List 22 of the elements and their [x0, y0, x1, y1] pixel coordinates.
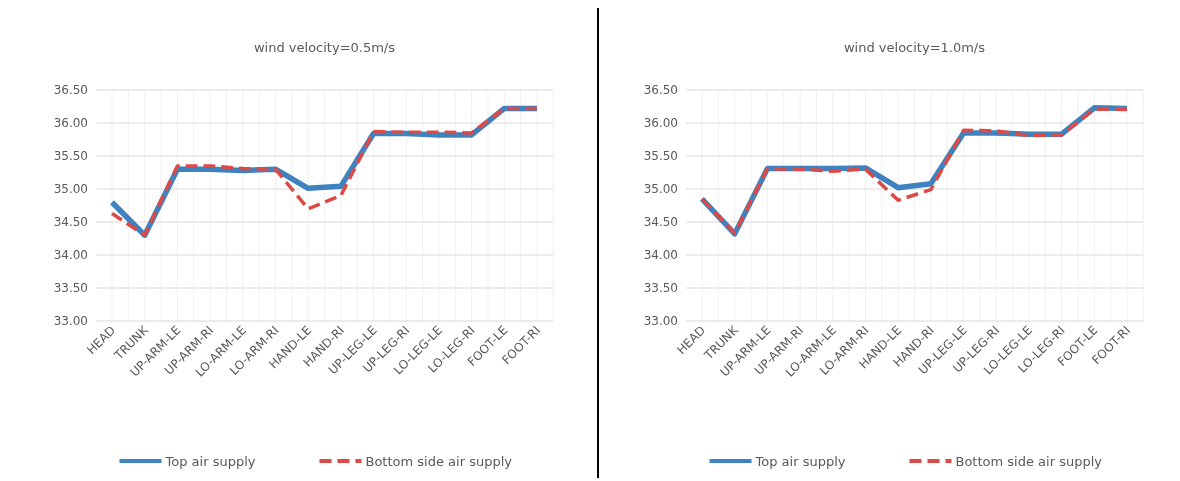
legend-label: Bottom side air supply [365, 453, 513, 469]
y-tick-label: 34.50 [53, 215, 88, 230]
y-tick-label: 36.00 [53, 116, 88, 131]
y-tick-label: 35.50 [53, 149, 88, 164]
legend-label: Bottom side air supply [955, 453, 1103, 469]
y-tick-label: 34.00 [643, 248, 678, 263]
y-tick-label: 34.50 [643, 215, 678, 230]
y-tick-label: 36.00 [643, 116, 678, 131]
chart-title: wind velocity=1.0m/s [843, 40, 986, 55]
y-tick-label: 34.00 [53, 248, 88, 263]
y-tick-label: 36.50 [53, 83, 88, 98]
y-tick-label: 33.00 [643, 314, 678, 329]
y-tick-label: 33.50 [643, 281, 678, 296]
y-tick-label: 36.50 [643, 83, 678, 98]
legend-label: Top air supply [164, 453, 256, 469]
y-tick-label: 35.50 [643, 149, 678, 164]
y-tick-label: 33.50 [53, 281, 88, 296]
y-tick-label: 35.00 [643, 182, 678, 197]
chart-title: wind velocity=0.5m/s [253, 40, 396, 55]
legend-label: Top air supply [754, 453, 846, 469]
y-tick-label: 35.00 [53, 182, 88, 197]
y-tick-label: 33.00 [53, 314, 88, 329]
